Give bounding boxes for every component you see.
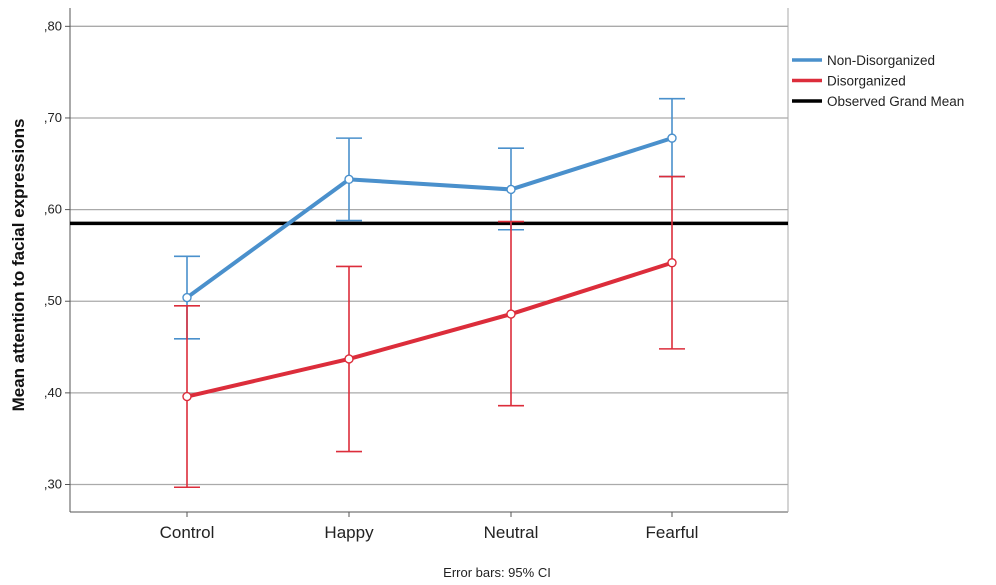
data-point	[667, 133, 677, 143]
data-point	[344, 354, 354, 364]
series-layer	[174, 97, 685, 489]
data-point	[506, 184, 516, 195]
legend-label: Non-Disorganized	[827, 53, 935, 68]
footnote: Error bars: 95% CI	[443, 565, 551, 580]
y-axis-title: Mean attention to facial expressions	[9, 119, 28, 412]
y-tick-label: ,60	[44, 202, 62, 217]
x-axis-ticks: Control Happy Neutral Fearful	[160, 512, 699, 542]
series-non-disorganized	[174, 97, 685, 340]
plot-area-frame	[69, 8, 789, 513]
data-point	[182, 292, 192, 303]
data-point	[182, 391, 192, 402]
data-point	[506, 309, 516, 319]
y-tick-label: ,80	[44, 18, 62, 33]
y-tick-label: ,40	[44, 385, 62, 400]
y-tick-label: ,70	[44, 110, 62, 125]
series-disorganized	[174, 175, 685, 489]
x-tick-label: Happy	[324, 523, 374, 542]
y-tick-label: ,30	[44, 477, 62, 492]
data-point	[344, 174, 354, 185]
data-point	[667, 258, 677, 268]
gridlines	[70, 25, 788, 486]
x-tick-label: Neutral	[484, 523, 539, 542]
series-line	[185, 136, 673, 300]
x-tick-label: Control	[160, 523, 215, 542]
y-tick-label: ,50	[44, 293, 62, 308]
y-axis-ticks: ,30 ,40 ,50 ,60 ,70 ,80	[44, 18, 70, 492]
x-tick-label: Fearful	[646, 523, 699, 542]
legend-label: Disorganized	[827, 74, 906, 89]
legend: Non-Disorganized Disorganized Observed Gra…	[792, 53, 964, 109]
legend-label: Observed Grand Mean	[827, 94, 964, 109]
series-line	[186, 260, 673, 399]
